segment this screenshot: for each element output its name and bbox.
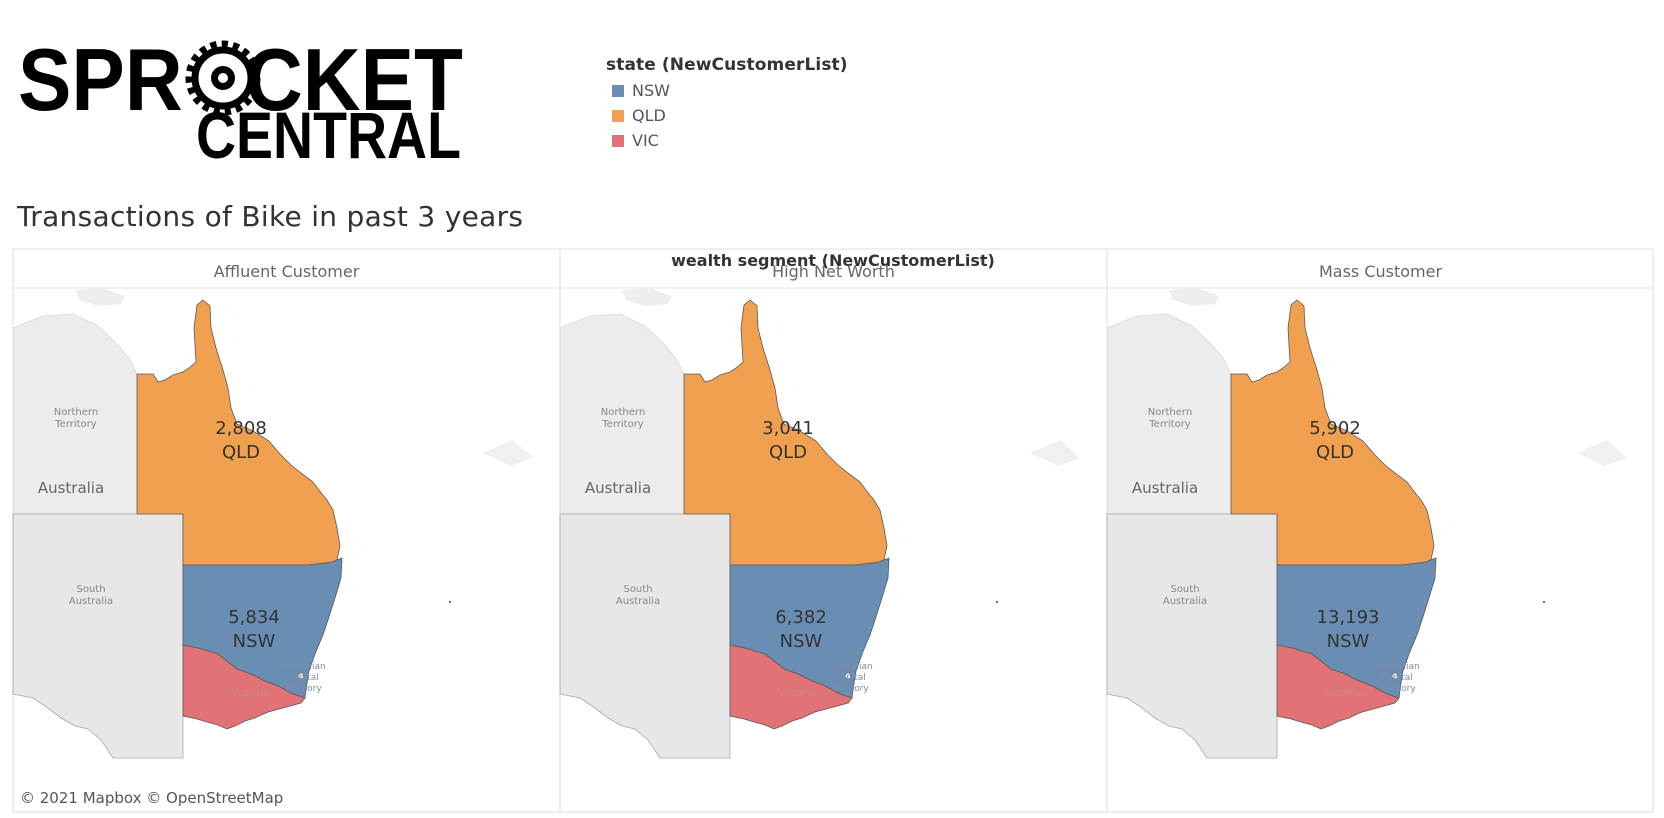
nsw-value-label: 13,193 [1317,607,1380,628]
sprocket-icon [185,40,261,116]
act-marker [844,672,852,680]
label-northern-territory: Northern Territory [54,407,98,430]
legend-label-qld: QLD [632,106,666,125]
nsw-value-label: 5,834 [228,607,280,628]
map-panel-1: Affluent Customer Northern Territory Austra… [12,262,533,759]
qld-state-label: QLD [1316,442,1354,463]
qld-value-label: 2,808 [215,418,267,439]
act-marker [1391,672,1399,680]
state-qld [136,299,341,566]
map-attribution: © 2021 Mapbox © OpenStreetMap [20,789,283,807]
label-victoria: Victoria [778,688,816,699]
legend-label-nsw: NSW [632,81,670,100]
map-panel-3: Mass Customer Northern Territory Australia S… [1106,262,1627,759]
legend-label-vic: VIC [632,131,659,150]
nsw-state-label: NSW [1327,631,1370,652]
qld-value-label: 5,902 [1309,418,1361,439]
sprocket-central-logo: SPROCKET CENTRAL [18,30,463,163]
basemap-south-australia [1106,513,1278,759]
nsw-value-label: 6,382 [775,607,827,628]
label-act: Australian Capital Territory [827,662,873,694]
map-panel-2: High Net Worth Northern Territory Australia… [559,262,1080,759]
map-panels: Affluent Customer Northern Territory Austra… [12,262,1627,759]
page-title: Transactions of Bike in past 3 years [17,200,524,233]
basemap-cloud [1030,440,1080,466]
legend-swatch-vic [612,134,624,147]
state-vic [182,644,306,730]
label-victoria: Victoria [1325,688,1363,699]
legend-item-nsw[interactable]: NSW [606,78,848,103]
map-dot [1543,601,1545,603]
basemap-island [622,288,672,306]
column-header: wealth segment (NewCustomerList) [671,251,995,270]
legend-title: state (NewCustomerList) [606,55,848,75]
state-qld [1230,299,1435,566]
qld-state-label: QLD [769,442,807,463]
state-vic [729,644,853,730]
act-marker [297,672,305,680]
basemap-south-australia [12,513,184,759]
label-northern-territory: Northern Territory [601,407,645,430]
legend-item-vic[interactable]: VIC [606,128,848,153]
nsw-state-label: NSW [780,631,823,652]
state-qld [683,299,888,566]
map-dot [996,601,998,603]
panel-header-1: Affluent Customer [214,262,360,281]
label-australia: Australia [38,479,104,497]
basemap-cloud [483,440,533,466]
legend-item-qld[interactable]: QLD [606,103,848,128]
basemap-island [1169,288,1219,306]
label-act: Australian Capital Territory [1374,662,1420,694]
basemap-south-australia [559,513,731,759]
label-victoria: Victoria [231,688,269,699]
label-south-australia: South Australia [69,584,113,607]
basemap-island [75,288,125,306]
label-south-australia: South Australia [616,584,660,607]
label-australia: Australia [585,479,651,497]
panel-header-2: High Net Worth [772,262,895,281]
map-dot [449,601,451,603]
panel-header-3: Mass Customer [1319,262,1443,281]
nsw-state-label: NSW [233,631,276,652]
label-northern-territory: Northern Territory [1148,407,1192,430]
basemap-cloud [1577,440,1627,466]
legend-swatch-nsw [612,84,624,97]
state-legend: state (NewCustomerList) NSW QLD VIC [606,55,848,153]
label-australia: Australia [1132,479,1198,497]
label-act: Australian Capital Territory [280,662,326,694]
qld-state-label: QLD [222,442,260,463]
legend-swatch-qld [612,109,624,122]
label-south-australia: South Australia [1163,584,1207,607]
qld-value-label: 3,041 [762,418,814,439]
state-vic [1276,644,1400,730]
